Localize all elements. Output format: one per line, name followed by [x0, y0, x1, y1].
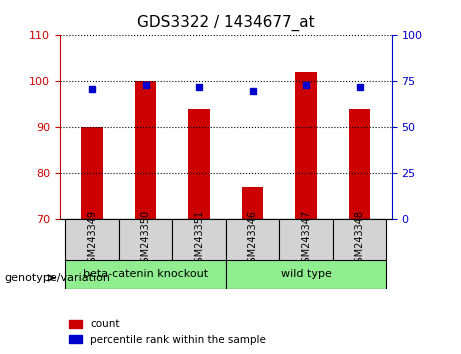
Text: genotype/variation: genotype/variation	[5, 273, 111, 283]
FancyBboxPatch shape	[279, 219, 333, 260]
FancyBboxPatch shape	[65, 219, 119, 260]
FancyBboxPatch shape	[172, 219, 226, 260]
Bar	[81, 127, 103, 219]
Bar	[296, 72, 317, 219]
Text: GSM243346: GSM243346	[248, 210, 258, 269]
Text: beta-catenin knockout: beta-catenin knockout	[83, 269, 208, 279]
Text: GSM243350: GSM243350	[141, 210, 151, 269]
Bar	[242, 187, 263, 219]
Text: GSM243347: GSM243347	[301, 210, 311, 269]
Bar	[349, 109, 371, 219]
Text: GSM243351: GSM243351	[194, 210, 204, 269]
Text: wild type: wild type	[281, 269, 331, 279]
FancyBboxPatch shape	[226, 260, 386, 289]
FancyBboxPatch shape	[333, 219, 386, 260]
Text: GSM243348: GSM243348	[355, 210, 365, 269]
Legend: count, percentile rank within the sample: count, percentile rank within the sample	[65, 315, 270, 349]
Title: GDS3322 / 1434677_at: GDS3322 / 1434677_at	[137, 15, 315, 31]
FancyBboxPatch shape	[65, 260, 226, 289]
FancyBboxPatch shape	[119, 219, 172, 260]
Text: GSM243349: GSM243349	[87, 210, 97, 269]
Bar	[189, 109, 210, 219]
Bar	[135, 81, 156, 219]
FancyBboxPatch shape	[226, 219, 279, 260]
